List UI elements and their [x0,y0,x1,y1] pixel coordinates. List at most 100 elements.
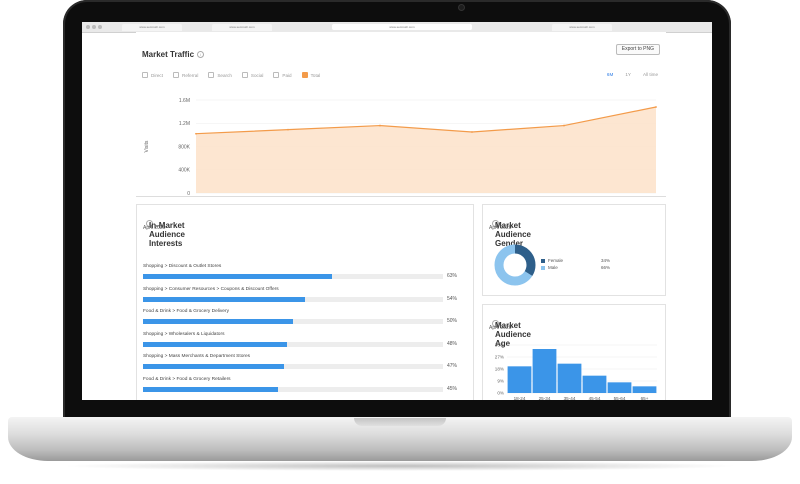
legend-item-direct[interactable]: Direct [142,72,163,78]
interest-bar-track [143,319,443,325]
interest-bar [143,364,284,370]
interest-label[interactable]: Food & Drink > Food & Grocery Delivery [143,309,229,315]
interest-row: Shopping > Discount & Outlet Stores 63% [143,264,468,279]
market-traffic-title: Market Traffic [142,50,195,59]
x-tick-label: 35-44 [564,396,576,400]
y-tick-label: 1.2M [179,121,190,127]
interest-bar [143,341,287,347]
age-bar-65+ [632,386,657,393]
y-tick-label: 36% [495,343,504,348]
interest-bar-track [143,364,443,370]
y-axis-label: Visits [144,140,150,152]
interest-row: Shopping > Consumer Resources > Coupons … [143,286,468,302]
male-pct: 66% [601,265,611,270]
checkbox-icon[interactable] [241,72,248,78]
checkbox-icon[interactable] [142,72,148,78]
legend-item-search[interactable]: Search [208,72,232,78]
interest-row: Shopping > Wholesalers & Liquidators 48% [143,331,468,347]
y-tick-label: 0 [187,191,190,196]
age-date: April 2020 [489,325,512,331]
interest-label[interactable]: Food & Drink > Food & Grocery Retailers [143,377,231,382]
legend-label: Search [217,72,232,78]
window-controls[interactable] [86,25,102,29]
x-tick-label: 55-64 [614,396,626,400]
laptop-base [8,417,792,461]
age-bar-45-54 [582,375,607,393]
export-png-button[interactable]: Export to PNG [615,44,660,55]
interest-row: Shopping > Mass Merchants & Department S… [143,354,468,370]
interest-label[interactable]: Shopping > Wholesalers & Liquidators [143,331,225,337]
checkbox-icon[interactable] [301,72,308,78]
x-tick-label: 65+ [641,396,649,400]
gender-legend: Female 34% Male 66% [541,257,610,271]
y-tick-label: 1.6M [179,98,190,104]
traffic-legend: Direct Referral Search Social Paid Total [142,72,320,78]
legend-label: Social [250,72,264,78]
info-icon[interactable]: i [146,220,153,227]
legend-item-referral[interactable]: Referral [173,72,198,78]
interest-pct: 54% [447,295,458,302]
interest-pct: 50% [447,318,458,325]
y-tick-label: 9% [497,379,504,384]
browser-tab-3[interactable]: www.semrush.com [552,24,612,31]
divider [136,196,666,197]
interest-row: Food & Drink > Food & Grocery Delivery 50… [143,309,468,325]
legend-item-paid[interactable]: Paid [273,72,292,78]
legend-label: Total [310,72,321,78]
legend-item-total[interactable]: Total [301,72,321,78]
legend-label: Paid [282,72,292,78]
traffic-point [563,124,565,127]
address-bar[interactable]: www.semrush.com [332,24,472,30]
age-bar-25-34 [532,349,557,393]
traffic-point [471,131,473,133]
x-tick-label: 18-24 [514,396,526,400]
interest-label[interactable]: Shopping > Mass Merchants & Department S… [143,354,251,360]
interest-bar-track [143,296,443,302]
age-bar-chart: 0% 9% 18% 27% 36% 18-24 25-34 35-44 45-54 55-64 65… [495,343,657,400]
interest-pct: 45% [447,386,458,392]
info-icon[interactable]: i [197,51,205,58]
x-tick-label: 45-54 [589,396,601,400]
gender-date: April 2020 [489,225,512,231]
checkbox-icon[interactable] [173,72,179,78]
interest-pct: 48% [447,340,458,347]
browser-tab-2[interactable]: www.semrush.com [212,24,272,31]
male-swatch [541,265,545,270]
legend-label: Direct [151,72,163,78]
female-pct: 34% [601,258,611,263]
browser-tab-1[interactable]: www.semrush.com [122,24,182,31]
male-label: Male [548,265,558,270]
checkbox-icon[interactable] [273,72,280,78]
screen: www.semrush.com www.semrush.com www.semr… [82,22,712,400]
interest-label[interactable]: Shopping > Consumer Resources > Coupons … [143,286,279,292]
age-bar-35-44 [557,363,582,393]
interest-label[interactable]: Shopping > Discount & Outlet Stores [143,264,222,269]
period-6m[interactable]: 6M [606,72,614,77]
info-icon[interactable]: i [492,220,499,227]
interest-row: Food & Drink > Food & Grocery Retailers 4… [143,377,468,392]
interests-date: April 2020 [143,225,166,231]
market-traffic-panel: Market Traffic i Export to PNG Direct Refe… [136,32,666,197]
period-all-time[interactable]: All time [642,72,658,77]
base-shadow [60,461,740,471]
traffic-point [195,132,197,135]
y-tick-label: 400K [178,168,190,174]
info-icon[interactable]: i [492,320,499,327]
interest-pct: 63% [447,273,458,279]
traffic-area [196,106,656,193]
interest-bar [143,319,293,325]
gender-donut-chart [494,244,536,286]
checkbox-icon[interactable] [208,72,215,78]
legend-item-social[interactable]: Social [241,72,264,78]
x-tick-label: 25-34 [539,396,551,400]
age-panel: Market Audience Age i April 2020 0% 9% 18% 2… [482,304,666,400]
period-selector: 6M 1Y All time [607,72,658,77]
gender-title: Market Audience Gender [495,221,532,248]
gender-panel: Market Audience Gender i April 2020 Femal… [482,204,666,296]
period-1y[interactable]: 1Y [625,72,631,77]
interests-panel: In-Market Audience Interests i April 2020… [136,204,474,400]
interest-bar-track [143,387,443,392]
interest-bar [143,296,305,302]
interest-bar [143,274,332,279]
